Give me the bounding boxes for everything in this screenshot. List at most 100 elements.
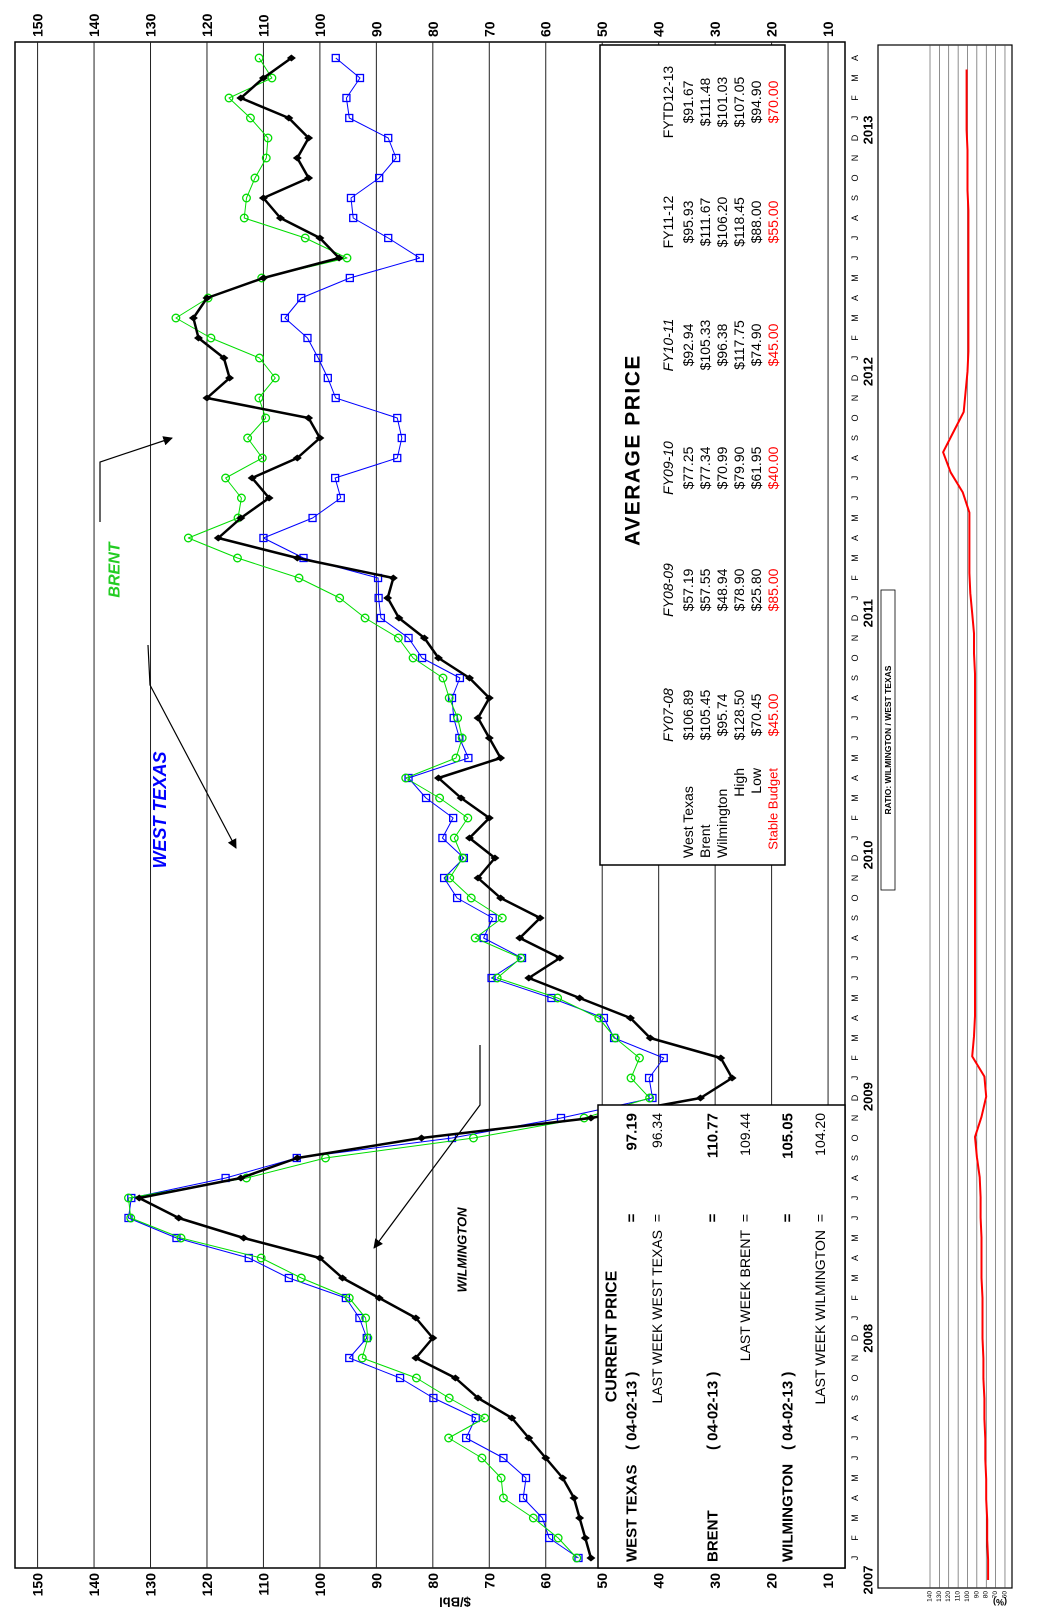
data-point [331, 393, 340, 403]
y-tick-label-right: 50 [594, 21, 610, 37]
x-tick-label: S [850, 1395, 860, 1401]
data-point [429, 1393, 438, 1403]
x-tick-label: D [850, 374, 860, 381]
arrow [99, 436, 173, 522]
data-point [384, 233, 393, 243]
ratio-tick-label: 140 [927, 1591, 934, 1602]
x-tick-label: F [850, 575, 860, 581]
x-tick-label: J [850, 256, 860, 261]
data-point [286, 54, 296, 62]
data-point [477, 1453, 487, 1463]
data-point [233, 553, 242, 563]
data-point [344, 1293, 354, 1303]
data-point [456, 794, 466, 802]
data-point [345, 1353, 354, 1363]
y-tick-label-right: 130 [143, 13, 159, 37]
x-tick-label: N [850, 155, 860, 162]
y-tick-label-right: 100 [312, 13, 328, 37]
x-tick-label: M [850, 274, 860, 282]
column-header: FYTD12-13 [660, 66, 676, 139]
average-price-box [599, 44, 786, 866]
data-point [202, 394, 212, 402]
price-label: LAST WEEK BRENT [737, 1230, 753, 1362]
ratio-tick-label: 80 [983, 1591, 990, 1599]
cell-value: $92.94 [680, 323, 696, 366]
data-point [417, 653, 427, 663]
arrow [147, 644, 237, 849]
year-label: 2007 [861, 1566, 876, 1595]
data-point [397, 433, 406, 443]
y-tick-label: 120 [199, 1573, 215, 1597]
data-point [394, 614, 404, 622]
y-tick-label-right: 70 [481, 21, 497, 37]
data-point [444, 1393, 454, 1403]
data-point [355, 1313, 364, 1323]
x-tick-label: A [850, 1495, 860, 1501]
data-point [393, 453, 402, 463]
data-point [490, 854, 500, 862]
data-point [401, 773, 411, 783]
x-tick-label: J [850, 956, 860, 961]
data-point [245, 113, 255, 123]
data-point [303, 333, 312, 343]
x-tick-label: A [850, 455, 860, 461]
data-point [183, 533, 193, 543]
data-point [345, 113, 354, 123]
x-tick-label: J [850, 836, 860, 841]
data-point [449, 833, 459, 843]
x-tick-label: M [850, 994, 860, 1002]
cell-value: $77.34 [697, 446, 713, 489]
data-point [496, 1473, 506, 1483]
x-tick-label: J [850, 976, 860, 981]
x-tick-label: M [850, 1514, 860, 1522]
data-point [270, 373, 280, 383]
data-point [261, 413, 271, 423]
year-label: 2009 [861, 1082, 876, 1111]
data-point [473, 714, 483, 722]
data-point [388, 574, 398, 582]
cell-value: $85.00 [765, 568, 781, 611]
data-point [452, 893, 462, 903]
data-line [942, 69, 990, 1580]
row-label: Wilmington [714, 789, 730, 858]
data-point [304, 174, 314, 182]
price-date: ( 04-02-13 ) [780, 1372, 797, 1450]
data-point [484, 694, 494, 702]
data-point [484, 814, 494, 822]
price-value: 97.19 [624, 1113, 641, 1151]
data-point [497, 913, 507, 923]
data-point [415, 253, 424, 263]
x-tick-label: F [850, 1055, 860, 1061]
data-point [134, 1194, 144, 1202]
data-point [374, 1294, 384, 1302]
data-point [411, 1354, 421, 1362]
data-point [411, 1314, 421, 1322]
x-tick-label: J [850, 716, 860, 721]
ratio-axis-title: (%) [993, 1597, 1007, 1607]
data-point [553, 1533, 563, 1543]
data-point [225, 374, 235, 382]
data-point [659, 1053, 668, 1063]
data-point [444, 693, 454, 703]
cell-value: $111.67 [697, 198, 713, 247]
y-tick-label-right: 40 [651, 21, 667, 37]
cell-value: $96.38 [714, 323, 730, 366]
data-point [499, 1453, 508, 1463]
data-point [447, 693, 457, 703]
cell-value: $40.00 [765, 446, 781, 489]
x-tick-label: M [850, 514, 860, 522]
data-point [466, 893, 476, 903]
x-tick-label: A [850, 1015, 860, 1021]
data-point [524, 1434, 534, 1442]
data-point [516, 953, 526, 963]
column-header: FY09-10 [660, 441, 676, 495]
data-point [439, 873, 449, 883]
data-point [330, 473, 340, 483]
cell-value: $105.33 [697, 319, 713, 370]
cell-value: $57.55 [697, 568, 713, 611]
x-tick-label: J [850, 1076, 860, 1081]
price-value: 109.44 [737, 1113, 753, 1156]
price-label: LAST WEEK WILMINGTON [812, 1230, 828, 1405]
price-label: LAST WEEK WEST TEXAS [649, 1230, 665, 1404]
